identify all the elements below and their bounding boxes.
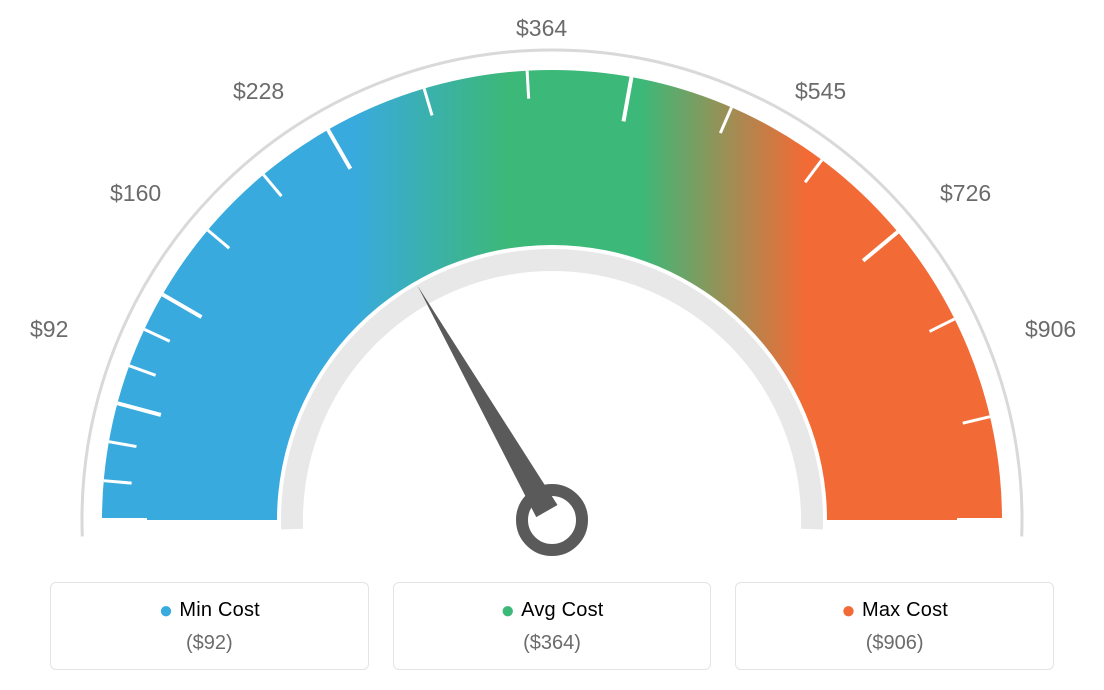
- legend-label-avg: Avg Cost: [521, 599, 603, 621]
- cost-gauge: $92 $160 $228 $364 $545 $726 $906: [0, 0, 1104, 560]
- tick-label-4: $545: [795, 78, 846, 105]
- legend-row: ●Min Cost ($92) ●Avg Cost ($364) ●Max Co…: [0, 582, 1104, 670]
- tick-label-5: $726: [940, 180, 991, 207]
- tick-label-2: $228: [233, 78, 284, 105]
- legend-value-max: ($906): [746, 632, 1043, 655]
- legend-card-min: ●Min Cost ($92): [50, 582, 369, 670]
- legend-label-max: Max Cost: [862, 599, 948, 621]
- tick-label-0: $92: [30, 316, 68, 343]
- tick-label-3: $364: [516, 15, 567, 42]
- legend-value-avg: ($364): [404, 632, 701, 655]
- legend-value-min: ($92): [61, 632, 358, 655]
- tick-label-6: $906: [1025, 316, 1076, 343]
- legend-title-avg: ● Avg Cost: [404, 599, 701, 622]
- dot-icon-min: ●: [159, 597, 174, 624]
- legend-title-max: ● Max Cost: [746, 599, 1043, 622]
- legend-card-max: ● Max Cost ($906): [735, 582, 1054, 670]
- dot-icon-avg: ●: [500, 597, 515, 624]
- legend-title-min: ●Min Cost: [61, 599, 358, 622]
- tick-label-1: $160: [110, 180, 161, 207]
- dot-icon-max: ●: [841, 597, 856, 624]
- legend-label-min: Min Cost: [179, 599, 260, 621]
- legend-card-avg: ● Avg Cost ($364): [393, 582, 712, 670]
